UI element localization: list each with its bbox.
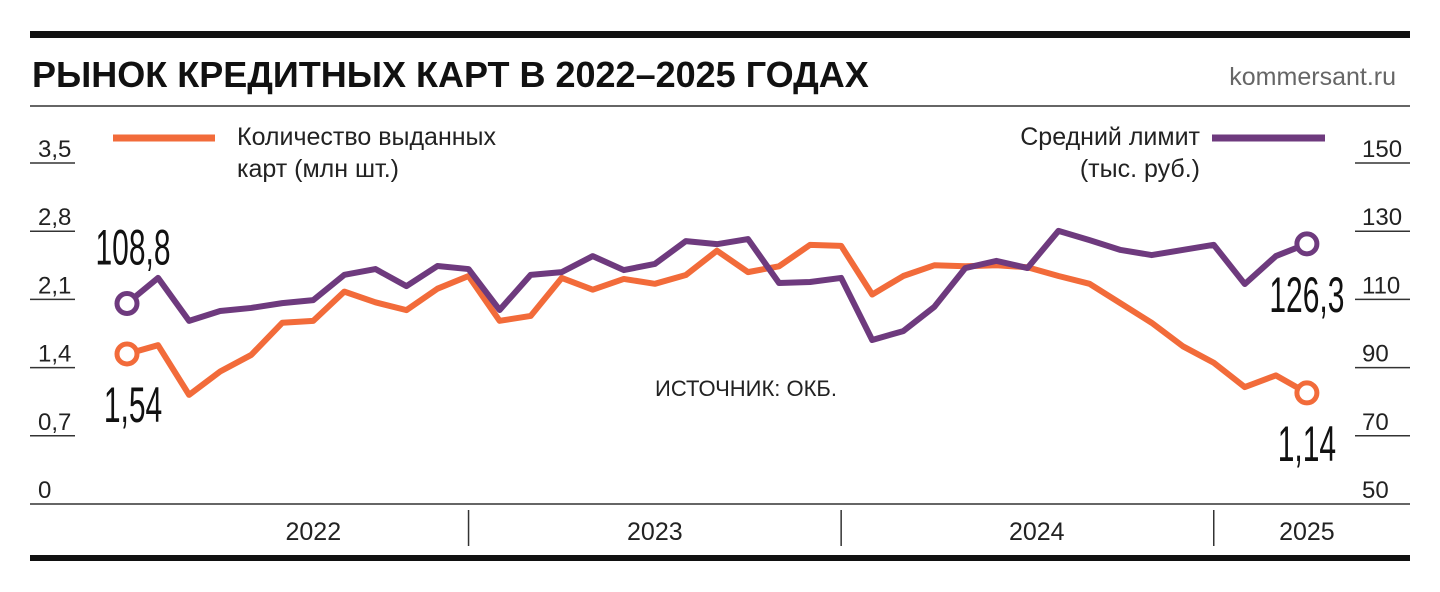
data-label: 1,14	[1278, 416, 1336, 472]
top-rule	[30, 31, 1410, 38]
chart-title: РЫНОК КРЕДИТНЫХ КАРТ В 2022–2025 ГОДАХ	[32, 54, 869, 95]
year-label: 2025	[1279, 518, 1335, 546]
end-marker	[114, 290, 140, 316]
year-label: 2024	[1009, 518, 1065, 546]
annotation: ИСТОЧНИК: ОКБ.	[655, 376, 837, 401]
y-tick-label: 2,8	[38, 204, 71, 231]
legend-label: Средний лимит (тыс. руб.)	[1020, 123, 1200, 183]
y-tick-label: 1,4	[38, 341, 71, 368]
y-tick-label: 3,5	[38, 136, 71, 163]
source-site: kommersant.ru	[1229, 63, 1396, 91]
line-series	[126, 241, 1309, 398]
y2-tick-label: 150	[1362, 136, 1402, 163]
data-label: 126,3	[1269, 267, 1344, 323]
y-tick-label: 2,1	[38, 272, 71, 299]
y-tick-label: 0,7	[38, 409, 71, 436]
y2-tick-label: 50	[1362, 477, 1389, 504]
y2-tick-label: 70	[1362, 409, 1389, 436]
end-marker	[114, 341, 140, 367]
data-label: 1,54	[104, 377, 162, 433]
end-marker	[1294, 380, 1320, 406]
data-label: 108,8	[95, 220, 170, 276]
y-tick-label: 0	[38, 477, 51, 504]
legend-label: Количество выданных карт (млн шт.)	[237, 123, 497, 183]
line-series	[125, 227, 1309, 343]
y2-tick-label: 130	[1362, 204, 1402, 231]
year-label: 2022	[285, 518, 341, 546]
year-label: 2023	[627, 518, 683, 546]
y2-tick-label: 90	[1362, 341, 1389, 368]
y2-tick-label: 110	[1362, 272, 1400, 299]
end-marker	[1294, 231, 1320, 257]
bottom-rule	[30, 555, 1410, 561]
